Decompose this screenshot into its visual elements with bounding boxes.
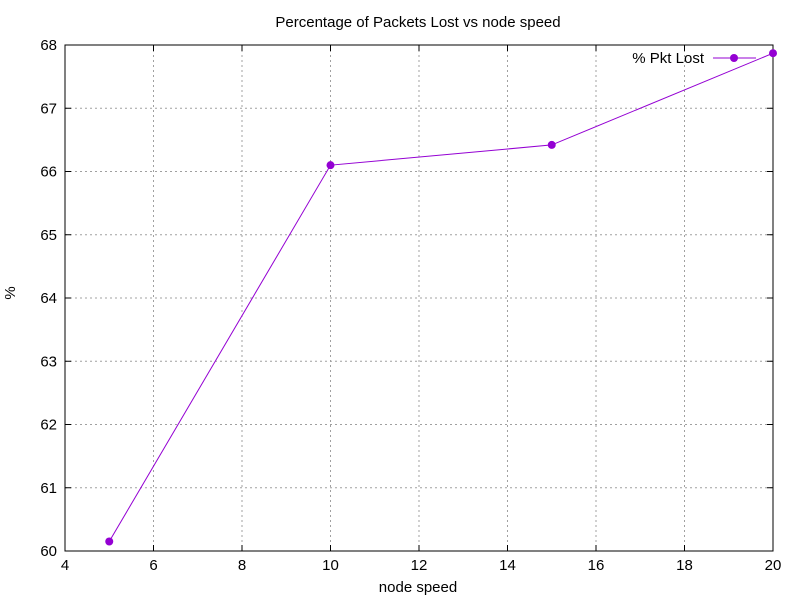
data-point [769,49,777,58]
y-tick-label: 68 [40,37,57,54]
x-tick-label: 6 [149,557,157,574]
y-tick-label: 66 [40,164,57,181]
x-tick-label: 18 [676,557,693,574]
legend-label: % Pkt Lost [632,50,705,67]
x-tick-label: 12 [411,557,428,574]
axis-ticks [64,44,774,552]
x-tick-label: 16 [588,557,605,574]
data-point [547,140,556,149]
y-axis-label: % [2,286,19,299]
data-point [326,161,335,170]
y-tick-label: 62 [40,417,57,434]
y-tick-labels: 60 61 62 63 64 65 66 67 68 [40,37,57,560]
series [105,49,777,546]
x-tick-label: 14 [499,557,516,574]
y-tick-label: 60 [40,543,57,560]
x-tick-labels: 4 6 8 10 12 14 16 18 20 [61,557,782,574]
y-tick-label: 63 [40,353,57,370]
series-line [108,52,774,542]
grid [65,45,773,551]
chart-title: Percentage of Packets Lost vs node speed [275,14,560,31]
x-tick-label: 4 [61,557,69,574]
legend-marker [730,54,738,62]
data-point [105,537,114,546]
x-tick-label: 10 [322,557,339,574]
y-tick-label: 67 [40,100,57,117]
x-tick-label: 8 [238,557,246,574]
legend: % Pkt Lost [632,50,756,67]
y-tick-label: 61 [40,480,57,497]
x-axis-label: node speed [379,579,457,596]
y-tick-label: 64 [40,290,57,307]
x-tick-label: 20 [765,557,782,574]
y-tick-label: 65 [40,227,57,244]
